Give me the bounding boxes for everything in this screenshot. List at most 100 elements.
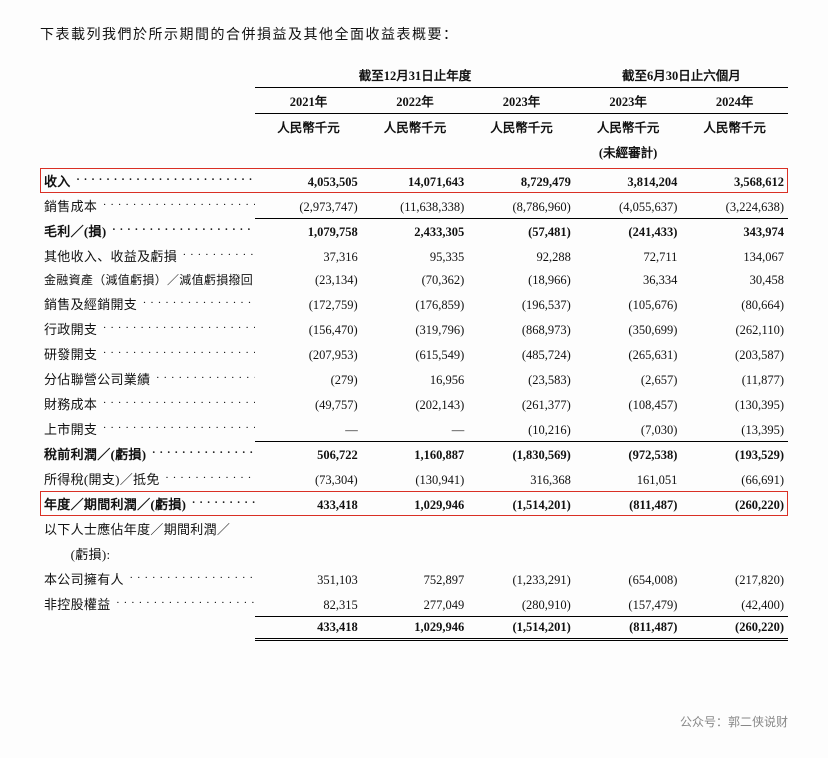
- label-finasset-imp: 金融資產（減值虧損）／減值虧損撥回: [40, 268, 255, 291]
- label-attrib1: 以下人士應佔年度／期間利潤／: [40, 516, 255, 541]
- row-other-income: 其他收入、收益及虧損 37,316 95,335 92,288 72,711 1…: [40, 243, 788, 268]
- cell: (176,859): [362, 291, 469, 316]
- cell: (23,583): [468, 366, 575, 391]
- income-statement-table: 截至12月31日止年度 截至6月30日止六個月 2021年 2022年 2023…: [40, 62, 788, 641]
- row-pretax: 稅前利潤／(虧損) 506,722 1,160,887 (1,830,569) …: [40, 441, 788, 466]
- cell: 3,568,612: [681, 168, 788, 193]
- cell: 8,729,479: [468, 168, 575, 193]
- row-tax: 所得稅(開支)／抵免 (73,304) (130,941) 316,368 16…: [40, 466, 788, 491]
- label-rd: 研發開支: [40, 341, 255, 366]
- row-admin: 行政開支 (156,470) (319,796) (868,973) (350,…: [40, 316, 788, 341]
- cell: (203,587): [681, 341, 788, 366]
- cell: (485,724): [468, 341, 575, 366]
- unit-5: 人民幣千元: [681, 114, 788, 140]
- cell: (811,487): [575, 491, 682, 516]
- cell: (280,910): [468, 591, 575, 616]
- cell: (13,395): [681, 416, 788, 441]
- row-netprofit: 年度／期間利潤／(虧損) 433,418 1,029,946 (1,514,20…: [40, 491, 788, 516]
- cell: (57,481): [468, 218, 575, 243]
- cell: 433,418: [255, 616, 362, 639]
- header-yearly: 截至12月31日止年度: [255, 62, 575, 88]
- label-cogs: 銷售成本: [40, 193, 255, 218]
- cell: (1,514,201): [468, 616, 575, 639]
- row-gross: 毛利／(損) 1,079,758 2,433,305 (57,481) (241…: [40, 218, 788, 243]
- cell: (261,377): [468, 391, 575, 416]
- cell: 2,433,305: [362, 218, 469, 243]
- row-listing: 上市開支 — — (10,216) (7,030) (13,395): [40, 416, 788, 441]
- cell: 36,334: [575, 268, 682, 291]
- row-attrib-header2: (虧損):: [40, 541, 788, 566]
- cell: (654,008): [575, 566, 682, 591]
- header-year-row: 2021年 2022年 2023年 2023年 2024年: [40, 88, 788, 114]
- cell: (11,638,338): [362, 193, 469, 218]
- row-selling: 銷售及經銷開支 (172,759) (176,859) (196,537) (1…: [40, 291, 788, 316]
- cell: 506,722: [255, 441, 362, 466]
- cell: —: [362, 416, 469, 441]
- header-halfyear: 截至6月30日止六個月: [575, 62, 788, 88]
- row-assoc: 分佔聯營公司業績 (279) 16,956 (23,583) (2,657) (…: [40, 366, 788, 391]
- label-fincost: 財務成本: [40, 391, 255, 416]
- cell: (202,143): [362, 391, 469, 416]
- label-attrib2: (虧損):: [40, 541, 255, 566]
- watermark-text: 公众号：郭二侠说财: [680, 713, 788, 730]
- cell: 1,029,946: [362, 616, 469, 639]
- cell: (80,664): [681, 291, 788, 316]
- label-selling: 銷售及經銷開支: [40, 291, 255, 316]
- cell: (8,786,960): [468, 193, 575, 218]
- cell: 4,053,505: [255, 168, 362, 193]
- table-caption: 下表載列我們於所示期間的合併損益及其他全面收益表概要：: [40, 24, 788, 44]
- row-nci: 非控股權益 82,315 277,049 (280,910) (157,479)…: [40, 591, 788, 616]
- cell: (972,538): [575, 441, 682, 466]
- cell: (217,820): [681, 566, 788, 591]
- cell: (279): [255, 366, 362, 391]
- cell: (241,433): [575, 218, 682, 243]
- cell: (260,220): [681, 616, 788, 639]
- label-other-income: 其他收入、收益及虧損: [40, 243, 255, 268]
- cell: (193,529): [681, 441, 788, 466]
- cell: (157,479): [575, 591, 682, 616]
- unit-3: 人民幣千元: [468, 114, 575, 140]
- cell: 134,067: [681, 243, 788, 268]
- header-unit-row: 人民幣千元 人民幣千元 人民幣千元 人民幣千元 人民幣千元: [40, 114, 788, 140]
- cell: 316,368: [468, 466, 575, 491]
- cell: 277,049: [362, 591, 469, 616]
- header-year-2024: 2024年: [681, 88, 788, 114]
- cell: (49,757): [255, 391, 362, 416]
- cell: 92,288: [468, 243, 575, 268]
- cell: (7,030): [575, 416, 682, 441]
- cell: 1,029,946: [362, 491, 469, 516]
- cell: (615,549): [362, 341, 469, 366]
- cell: (18,966): [468, 268, 575, 291]
- cell: (260,220): [681, 491, 788, 516]
- label-netprofit: 年度／期間利潤／(虧損): [40, 491, 255, 516]
- label-nci: 非控股權益: [40, 591, 255, 616]
- label-pretax: 稅前利潤／(虧損): [40, 441, 255, 466]
- unit-4: 人民幣千元: [575, 114, 682, 140]
- label-total: [40, 616, 255, 639]
- label-tax: 所得稅(開支)／抵免: [40, 466, 255, 491]
- label-admin: 行政開支: [40, 316, 255, 341]
- label-assoc: 分佔聯營公司業績: [40, 366, 255, 391]
- cell: (265,631): [575, 341, 682, 366]
- cell: (156,470): [255, 316, 362, 341]
- row-total: 433,418 1,029,946 (1,514,201) (811,487) …: [40, 616, 788, 639]
- cell: 433,418: [255, 491, 362, 516]
- cell: (66,691): [681, 466, 788, 491]
- cell: (105,676): [575, 291, 682, 316]
- cell: (262,110): [681, 316, 788, 341]
- row-attrib-header1: 以下人士應佔年度／期間利潤／: [40, 516, 788, 541]
- cell: 351,103: [255, 566, 362, 591]
- cell: (70,362): [362, 268, 469, 291]
- cell: (23,134): [255, 268, 362, 291]
- cell: (196,537): [468, 291, 575, 316]
- cell: 1,160,887: [362, 441, 469, 466]
- row-finasset-imp: 金融資產（減值虧損）／減值虧損撥回 (23,134) (70,362) (18,…: [40, 268, 788, 291]
- cell: (2,973,747): [255, 193, 362, 218]
- cell: (1,233,291): [468, 566, 575, 591]
- cell: 1,079,758: [255, 218, 362, 243]
- cell: (350,699): [575, 316, 682, 341]
- cell: (1,830,569): [468, 441, 575, 466]
- cell: (108,457): [575, 391, 682, 416]
- cell: (11,877): [681, 366, 788, 391]
- cell: 30,458: [681, 268, 788, 291]
